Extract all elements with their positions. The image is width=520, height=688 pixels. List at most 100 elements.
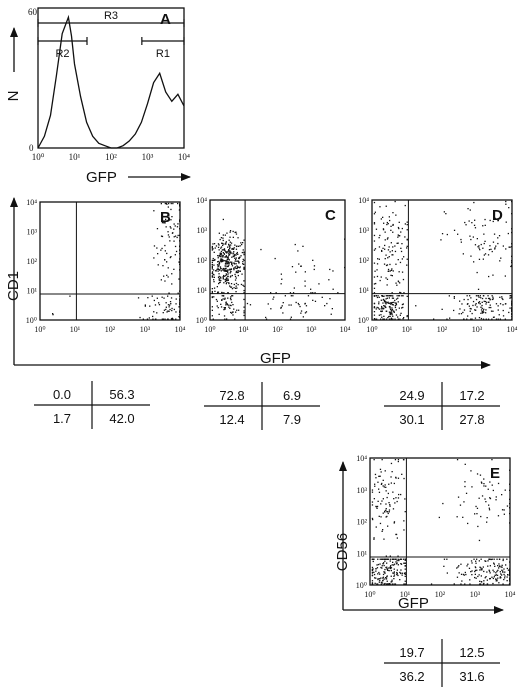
event-dot: [471, 570, 473, 572]
event-dot: [484, 218, 486, 221]
event-dot: [226, 259, 228, 261]
event-dot: [401, 303, 404, 306]
event-dot: [459, 308, 461, 310]
event-dot: [386, 558, 389, 560]
event-dot: [229, 231, 231, 233]
event-dot: [397, 558, 399, 560]
event-dot: [228, 245, 231, 247]
event-dot: [218, 232, 220, 234]
event-dot: [373, 498, 375, 500]
event-dot: [212, 276, 214, 278]
event-dot: [331, 308, 333, 310]
event-dot: [482, 566, 484, 568]
event-dot: [229, 268, 231, 271]
event-dot: [307, 295, 310, 297]
event-dot: [383, 263, 386, 265]
event-dot: [403, 292, 405, 294]
event-dot: [375, 577, 377, 579]
event-dot: [402, 303, 404, 305]
y-tick-label: 10²: [359, 256, 370, 265]
event-dot: [386, 511, 389, 513]
event-dot: [372, 568, 374, 570]
event-dot: [332, 288, 334, 290]
event-dot: [381, 310, 383, 313]
event-dot: [312, 259, 314, 261]
event-dot: [229, 286, 232, 288]
event-dot: [230, 244, 232, 246]
event-dot: [376, 507, 378, 509]
panel-label: C: [325, 207, 336, 224]
event-dot: [223, 307, 225, 309]
event-dot: [483, 582, 485, 585]
event-dot: [378, 571, 380, 574]
event-dot: [387, 512, 389, 515]
event-dot: [388, 311, 391, 313]
y-axis-label-cd1: CD1: [5, 271, 22, 301]
event-dot: [474, 219, 476, 221]
event-dot: [483, 311, 485, 313]
event-dot: [216, 286, 218, 288]
event-dot: [218, 255, 220, 257]
x-tick-label: 10⁰: [364, 590, 375, 599]
event-dot: [460, 583, 462, 585]
y-tick-label: 10⁴: [26, 198, 37, 207]
event-dot: [167, 267, 169, 269]
event-dot: [237, 237, 239, 239]
event-dot: [379, 578, 381, 580]
event-dot: [391, 295, 393, 297]
event-dot: [508, 246, 510, 248]
event-dot: [224, 307, 226, 309]
event-dot: [393, 575, 395, 577]
event-dot: [243, 268, 245, 270]
event-dot: [326, 302, 328, 305]
event-dot: [230, 304, 232, 307]
event-dot: [377, 500, 379, 502]
event-dot: [459, 504, 462, 506]
event-dot: [373, 306, 376, 308]
event-dot: [380, 314, 382, 316]
event-dot: [213, 243, 216, 245]
event-dot: [457, 566, 459, 568]
event-dot: [482, 312, 484, 314]
event-dot: [234, 231, 236, 234]
event-dot: [375, 318, 378, 320]
event-dot: [229, 250, 231, 252]
event-dot: [480, 312, 482, 314]
event-dot: [493, 576, 495, 578]
event-dot: [222, 260, 224, 262]
event-dot: [381, 295, 383, 297]
event-dot: [219, 269, 221, 271]
event-dot: [243, 251, 245, 253]
event-dot: [386, 580, 388, 582]
event-dot: [165, 308, 167, 311]
event-dot: [226, 303, 228, 306]
event-dot: [461, 303, 463, 305]
event-dot: [494, 247, 496, 249]
event-dot: [482, 225, 484, 227]
event-dot: [228, 239, 230, 241]
event-dot: [476, 513, 478, 515]
event-dot: [225, 243, 227, 245]
event-dot: [380, 218, 382, 220]
event-dot: [219, 256, 222, 258]
event-dot: [387, 257, 389, 259]
event-dot: [377, 295, 379, 297]
event-dot: [167, 310, 169, 312]
event-dot: [497, 242, 499, 245]
event-dot: [478, 296, 480, 298]
event-dot: [300, 310, 303, 312]
event-dot: [388, 302, 390, 304]
event-dot: [401, 295, 403, 297]
event-dot: [495, 580, 497, 582]
event-dot: [476, 238, 478, 240]
event-dot: [373, 573, 376, 576]
quadrant-table-b: 0.0 56.31.7 42.0: [34, 381, 150, 429]
event-dot: [378, 581, 380, 583]
event-dot: [492, 241, 495, 243]
event-dot: [496, 580, 498, 582]
event-dot: [235, 245, 238, 248]
event-dot: [393, 311, 395, 313]
event-dot: [391, 268, 393, 270]
event-dot: [474, 304, 477, 306]
event-dot: [464, 463, 466, 465]
